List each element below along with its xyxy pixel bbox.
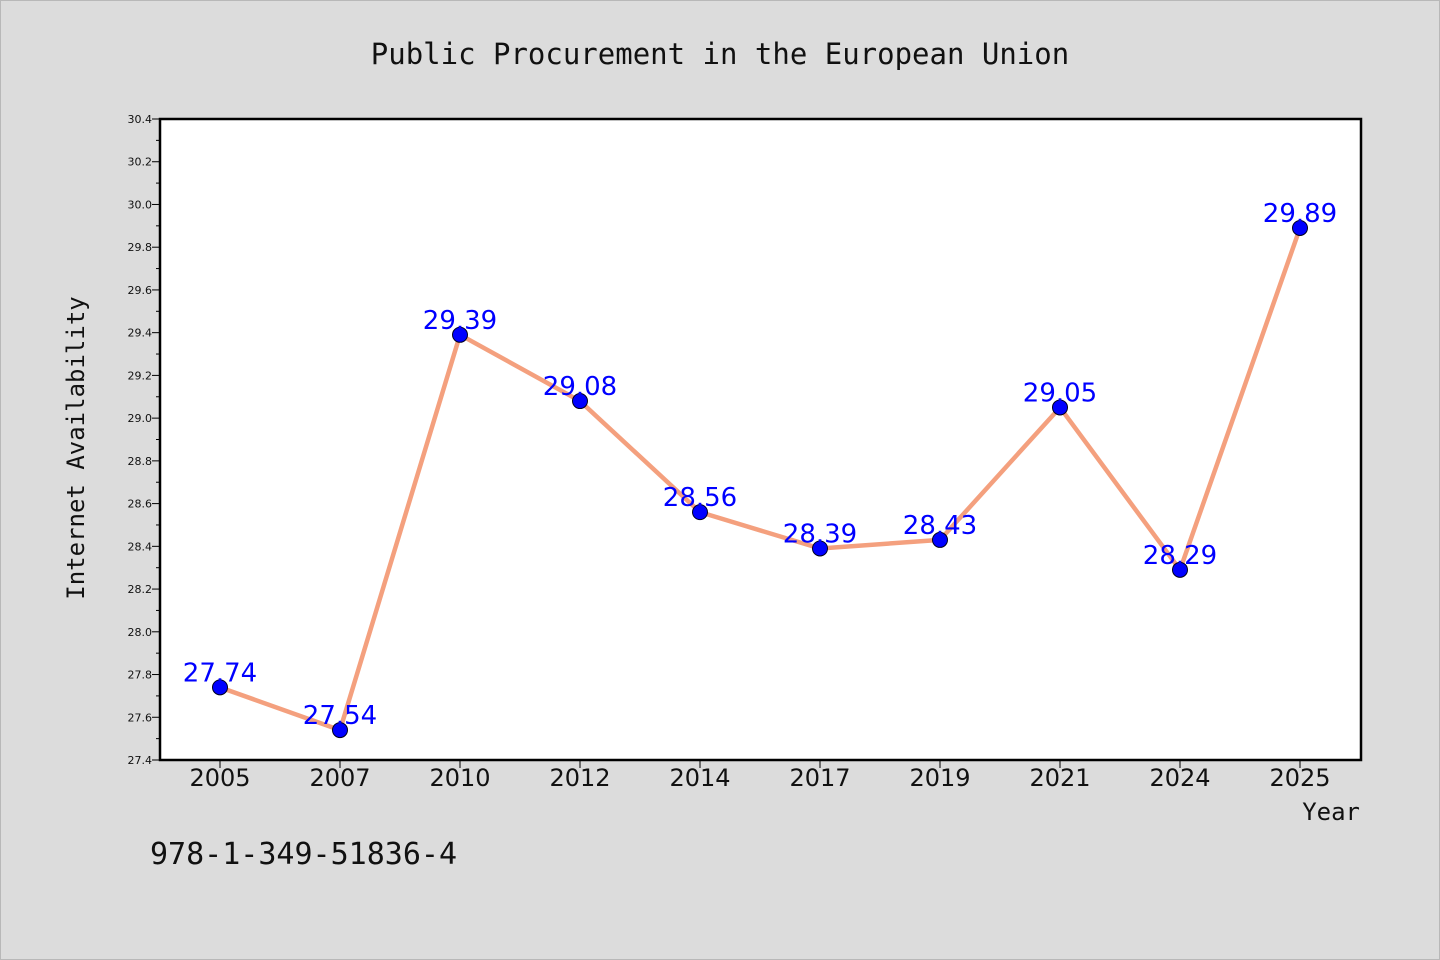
y-tick-label: 30.2 (128, 156, 153, 169)
chart-title: Public Procurement in the European Union (371, 37, 1069, 71)
data-point (572, 393, 588, 410)
series-layer: 27.74 27.54 29.39 29.08 28.56 28.39 28.43 29.05… (183, 199, 1337, 739)
data-point (1292, 219, 1308, 236)
y-tick-label: 27.6 (128, 711, 153, 724)
y-tick-label: 28.2 (128, 583, 153, 596)
y-axis: 27.4 27.6 27.8 28.0 28.2 28.4 28.6 28.8 29.0 29.2… (128, 113, 160, 767)
y-tick-label: 28.6 (128, 498, 153, 511)
data-point (1172, 561, 1188, 578)
y-axis-label: Internet Availability (62, 296, 90, 599)
data-label: 29.89 (1263, 199, 1337, 229)
data-point (812, 540, 828, 557)
x-tick-label: 2017 (789, 764, 850, 792)
data-label: 29.05 (1023, 378, 1097, 408)
data-label: 28.39 (783, 519, 857, 549)
y-tick-label: 28.8 (128, 455, 153, 468)
data-point (932, 531, 948, 548)
y-tick-label: 30.4 (128, 113, 153, 126)
data-label: 28.43 (903, 511, 977, 541)
x-tick-label: 2019 (909, 764, 970, 792)
data-label: 29.39 (423, 306, 497, 336)
y-tick-label: 29.2 (128, 369, 153, 382)
series-line (217, 225, 1303, 733)
y-tick-label: 28.0 (128, 626, 153, 639)
data-point (1052, 399, 1068, 416)
data-label: 27.74 (183, 658, 257, 688)
data-point (452, 326, 468, 343)
x-tick-label: 2014 (669, 764, 730, 792)
x-tick-label: 2021 (1029, 764, 1090, 792)
y-tick-label: 29.4 (128, 327, 153, 340)
data-point (692, 504, 708, 521)
x-axis: 2005 2007 2010 2012 2014 2017 2019 2021 2024 2025 (189, 760, 1331, 792)
data-label: 28.29 (1143, 541, 1217, 571)
data-label: 29.08 (543, 372, 617, 402)
y-tick-label: 30.0 (128, 198, 153, 211)
y-tick-label: 29.0 (128, 412, 153, 425)
x-tick-label: 2012 (549, 764, 610, 792)
data-label: 27.54 (303, 701, 377, 731)
y-tick-label: 29.8 (128, 241, 153, 254)
x-axis-label: Year (1302, 798, 1360, 826)
y-tick-label: 29.6 (128, 284, 153, 297)
isbn-footnote: 978-1-349-51836-4 (150, 837, 457, 872)
x-tick-label: 2007 (309, 764, 370, 792)
plot-area (158, 117, 1363, 762)
x-tick-label: 2024 (1149, 764, 1210, 792)
y-tick-label: 27.8 (128, 669, 153, 682)
data-label: 28.56 (663, 483, 737, 513)
x-tick-label: 2010 (429, 764, 490, 792)
data-point (332, 722, 348, 739)
y-tick-label: 28.4 (128, 540, 153, 553)
x-tick-label: 2025 (1269, 764, 1330, 792)
data-point (212, 679, 228, 696)
y-tick-label: 27.4 (128, 754, 153, 767)
x-tick-label: 2005 (189, 764, 250, 792)
